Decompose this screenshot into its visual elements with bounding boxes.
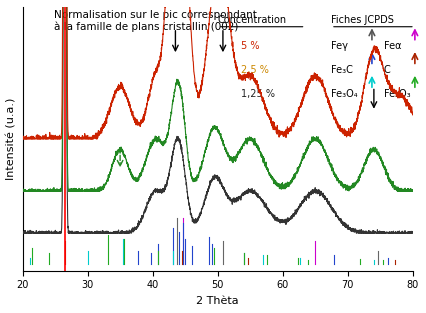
Text: Fe₃C: Fe₃C xyxy=(331,65,353,75)
Text: Feα: Feα xyxy=(384,41,401,51)
Text: C: C xyxy=(384,65,390,75)
Text: 5 %: 5 % xyxy=(241,41,259,51)
Text: Fe₃O₄: Fe₃O₄ xyxy=(331,89,357,99)
Text: Concentration: Concentration xyxy=(218,15,287,25)
Text: 2,5 %: 2,5 % xyxy=(241,65,269,75)
Text: Feγ: Feγ xyxy=(331,41,348,51)
Text: 1,25 %: 1,25 % xyxy=(241,89,275,99)
Text: Fe₂O₃: Fe₂O₃ xyxy=(384,89,410,99)
Y-axis label: Intensité (u.a.): Intensité (u.a.) xyxy=(7,98,17,180)
X-axis label: 2 Thèta: 2 Thèta xyxy=(196,296,239,306)
Text: Normalisation sur le pic correspondant
à la famille de plans cristallin (002): Normalisation sur le pic correspondant à… xyxy=(54,10,256,32)
Text: Fiches JCPDS: Fiches JCPDS xyxy=(331,15,394,25)
